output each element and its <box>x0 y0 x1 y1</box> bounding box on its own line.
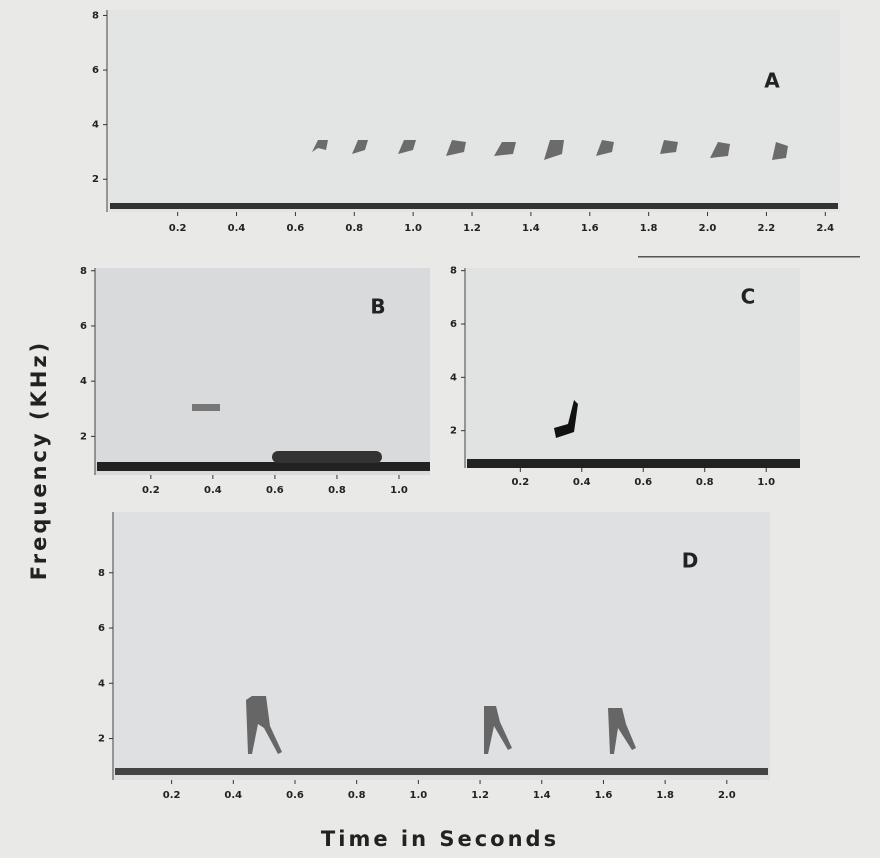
note <box>272 451 382 463</box>
rule <box>638 256 860 258</box>
y-tick-label: 6 <box>80 321 87 332</box>
x-tick-label: 0.8 <box>345 223 363 234</box>
y-tick-label: 8 <box>450 266 457 277</box>
y-tick-label: 4 <box>450 372 457 383</box>
x-tick-label: 0.8 <box>348 790 366 801</box>
y-tick-label: 2 <box>92 174 99 185</box>
x-tick-label: 0.6 <box>286 790 304 801</box>
x-tick-label: 0.8 <box>328 485 346 496</box>
y-tick-label: 4 <box>80 376 87 387</box>
x-tick-label: 0.4 <box>224 790 242 801</box>
y-tick-label: 6 <box>450 319 457 330</box>
x-tick-label: 0.4 <box>573 477 591 488</box>
panel-label: A <box>764 69 780 93</box>
x-tick-label: 1.8 <box>656 790 674 801</box>
baseline-noise <box>110 203 838 209</box>
panel-a-bg <box>107 10 840 212</box>
panel-c-bg <box>465 268 800 468</box>
y-tick-label: 4 <box>92 120 99 131</box>
x-tick-label: 1.2 <box>463 223 481 234</box>
x-tick-label: 0.6 <box>287 223 305 234</box>
x-tick-label: 1.8 <box>640 223 658 234</box>
x-tick-label: 0.4 <box>228 223 246 234</box>
baseline-noise <box>115 768 768 775</box>
y-axis-label: Frequency (KHz) <box>27 340 51 581</box>
panel-d-bg <box>113 512 770 780</box>
panel-b-bg <box>95 268 430 475</box>
x-tick-label: 1.4 <box>522 223 540 234</box>
x-tick-label: 0.2 <box>142 485 160 496</box>
x-tick-label: 2.0 <box>718 790 736 801</box>
x-tick-label: 1.0 <box>390 485 408 496</box>
x-tick-label: 1.2 <box>471 790 489 801</box>
y-tick-label: 8 <box>92 10 99 21</box>
panel-label: B <box>370 295 385 319</box>
x-tick-label: 2.4 <box>816 223 834 234</box>
x-tick-label: 0.6 <box>266 485 284 496</box>
y-tick-label: 8 <box>80 266 87 277</box>
x-tick-label: 1.0 <box>404 223 422 234</box>
y-tick-label: 6 <box>92 65 99 76</box>
x-tick-label: 0.2 <box>163 790 181 801</box>
x-tick-label: 1.0 <box>410 790 428 801</box>
y-tick-label: 4 <box>98 678 105 689</box>
y-tick-label: 6 <box>98 623 105 634</box>
notes <box>246 696 636 754</box>
x-tick-label: 0.2 <box>511 477 529 488</box>
x-tick-label: 0.2 <box>169 223 187 234</box>
x-tick-label: 1.4 <box>533 790 551 801</box>
panel-label: D <box>682 549 699 573</box>
x-tick-label: 1.0 <box>757 477 775 488</box>
x-tick-label: 0.4 <box>204 485 222 496</box>
x-tick-label: 2.0 <box>699 223 717 234</box>
y-tick-label: 2 <box>80 431 87 442</box>
x-axis-label: Time in Seconds <box>321 827 559 851</box>
notes <box>312 140 788 160</box>
x-tick-label: 1.6 <box>595 790 613 801</box>
x-tick-label: 0.8 <box>696 477 714 488</box>
x-tick-label: 0.6 <box>634 477 652 488</box>
baseline-noise <box>467 459 800 468</box>
y-tick-label: 8 <box>98 568 105 579</box>
x-tick-label: 1.6 <box>581 223 599 234</box>
note <box>192 404 220 411</box>
x-tick-label: 2.2 <box>758 223 776 234</box>
panel-label: C <box>741 285 756 309</box>
y-tick-label: 2 <box>450 426 457 437</box>
baseline-noise <box>97 462 430 471</box>
y-tick-label: 2 <box>98 734 105 745</box>
note <box>554 400 578 438</box>
